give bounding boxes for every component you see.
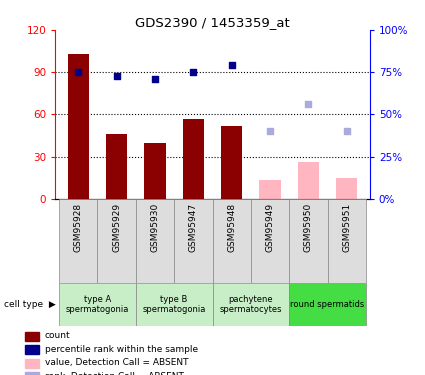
Bar [212,283,289,326]
Text: GSM95928: GSM95928 [74,203,83,252]
Point [228,62,235,68]
Bar [25,372,39,375]
Bar [183,118,204,199]
Bar [25,332,39,341]
Point [152,76,159,82]
Text: GSM95929: GSM95929 [112,203,121,252]
Text: type A
spermatogonia: type A spermatogonia [66,295,129,314]
Text: cell type  ▶: cell type ▶ [4,300,56,309]
Text: GSM95947: GSM95947 [189,203,198,252]
Point [75,69,82,75]
Bar [144,142,165,199]
Text: count: count [45,332,71,340]
Text: pachytene
spermatocytes: pachytene spermatocytes [220,295,282,314]
Text: rank, Detection Call = ABSENT: rank, Detection Call = ABSENT [45,372,184,375]
Point [190,69,197,75]
Bar [289,283,366,326]
Bar [289,199,328,283]
Bar [59,283,136,326]
Title: GDS2390 / 1453359_at: GDS2390 / 1453359_at [135,16,290,29]
Text: percentile rank within the sample: percentile rank within the sample [45,345,198,354]
Text: GSM95951: GSM95951 [342,203,351,252]
Bar [251,199,289,283]
Bar [298,162,319,199]
Point [305,101,312,107]
Bar [25,359,39,368]
Bar [106,134,127,199]
Bar [25,345,39,354]
Text: GSM95948: GSM95948 [227,203,236,252]
Bar [336,178,357,199]
Text: round spermatids: round spermatids [290,300,365,309]
Text: GSM95949: GSM95949 [266,203,275,252]
Point [343,128,350,134]
Text: GSM95930: GSM95930 [150,203,159,252]
Bar [174,199,212,283]
Bar [328,199,366,283]
Text: type B
spermatogonia: type B spermatogonia [142,295,206,314]
Bar [221,126,242,199]
Bar [136,283,212,326]
Bar [260,180,280,199]
Point [113,73,120,79]
Point [266,128,273,134]
Bar [212,199,251,283]
Bar [68,54,89,199]
Text: GSM95950: GSM95950 [304,203,313,252]
Bar [136,199,174,283]
Bar [59,199,97,283]
Bar [97,199,136,283]
Text: value, Detection Call = ABSENT: value, Detection Call = ABSENT [45,358,188,368]
